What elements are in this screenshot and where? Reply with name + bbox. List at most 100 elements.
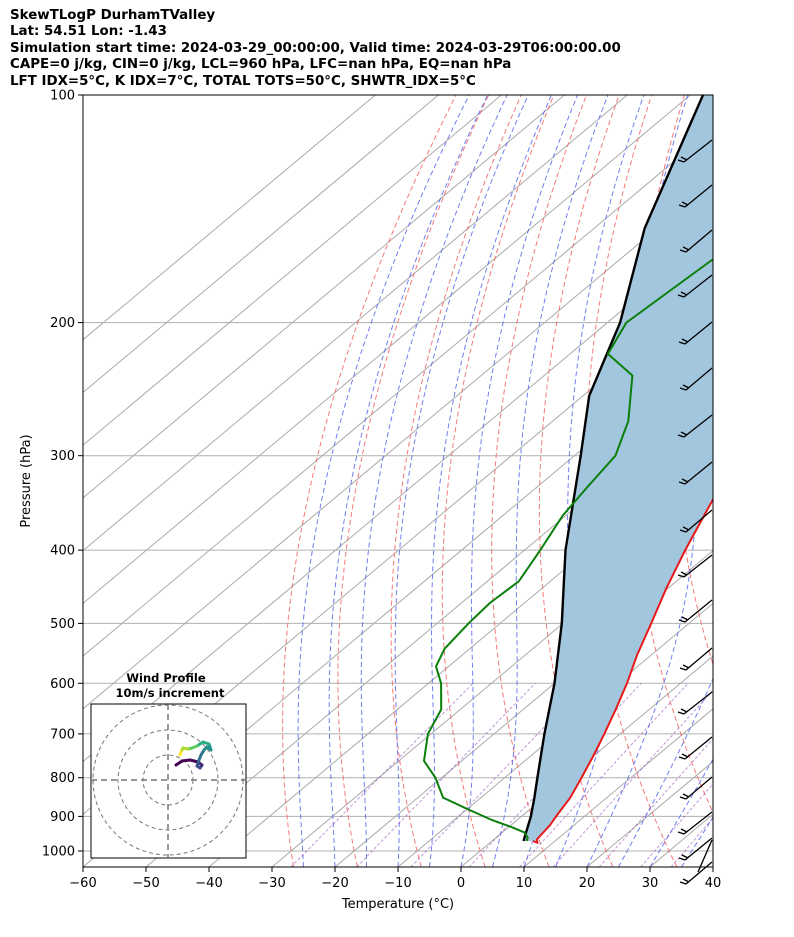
wind-barb-flag <box>682 878 690 883</box>
profile-lines <box>422 95 713 845</box>
station-location: Lat: 54.51 Lon: -1.43 <box>10 24 167 40</box>
wind-barb-flag <box>680 431 688 436</box>
moist-adiabat <box>618 677 713 867</box>
wind-barb-staff <box>685 861 713 885</box>
hodograph-trace <box>178 750 183 757</box>
wind-barb-flag <box>680 291 688 296</box>
moist-adiabat <box>586 230 713 867</box>
wind-barb-flag <box>680 156 688 161</box>
wind-barb-flag <box>678 619 686 623</box>
simulation-time: Simulation start time: 2024-03-29_00:00:… <box>10 40 621 56</box>
wind-barb-flag <box>681 854 689 859</box>
wind-barb-flag <box>677 434 685 438</box>
y-tick-label: 500 <box>50 617 75 632</box>
hodograph-inset: Wind Profile 10m/s increment <box>90 671 247 859</box>
mixing-ratio-line <box>519 682 689 867</box>
isotherm-line <box>83 95 565 499</box>
wind-barb-staff <box>683 691 713 715</box>
wind-barb-flag <box>678 341 686 345</box>
x-tick-label: 0 <box>457 876 465 891</box>
wind-barb-flag <box>677 159 685 163</box>
wind-barb-flag <box>677 711 685 715</box>
x-tick-label: −20 <box>321 876 348 891</box>
wind-barb-flag <box>680 708 688 713</box>
y-axis-label: Pressure (hPa) <box>19 434 34 527</box>
wind-barb-staff <box>685 776 713 800</box>
isotherm-line <box>712 866 713 867</box>
stability-indices: LFT IDX=5°C, K IDX=7°C, TOTAL TOTS=50°C,… <box>10 73 476 89</box>
wind-barb-flag <box>678 857 686 861</box>
y-tick-label: 200 <box>50 316 75 331</box>
y-tick-label: 900 <box>50 810 75 825</box>
y-tick-label: 1000 <box>42 844 75 859</box>
wind-barb-staff <box>684 321 713 345</box>
hodograph-title: Wind Profile <box>126 671 206 685</box>
y-tick-label: 300 <box>50 449 75 464</box>
wind-barb-flag <box>678 756 686 760</box>
wind-barb-staff <box>685 509 713 533</box>
wind-barb-staff <box>683 139 713 163</box>
isotherm-line <box>83 95 691 605</box>
wind-barb-flag <box>677 831 685 835</box>
mixing-ratio-line <box>598 738 713 867</box>
dewpoint-line <box>422 257 713 842</box>
wind-barb-flag <box>679 881 687 885</box>
dry-adiabat <box>715 95 794 867</box>
wind-barb-flag <box>682 526 690 531</box>
isotherm-line <box>83 95 376 341</box>
wind-barb-flag <box>681 478 689 483</box>
wind-barb-staff <box>685 367 713 391</box>
y-axis-ticks: 100 200 300 400 500 600 700 800 900 1000 <box>42 89 83 859</box>
moist-adiabat <box>429 95 552 867</box>
mixing-ratio-line <box>640 783 713 867</box>
wind-barb-flag <box>677 294 685 298</box>
wind-barb-flag <box>681 201 689 206</box>
moist-adiabat <box>297 95 470 867</box>
wind-barb-staff <box>684 184 713 208</box>
wind-barb-flag <box>677 574 685 578</box>
dry-adiabat <box>538 95 620 867</box>
x-tick-label: 20 <box>579 876 596 891</box>
chart-header: SkewTLogP DurhamTValley Lat: 54.51 Lon: … <box>10 8 621 90</box>
wind-barb-flag <box>680 828 688 833</box>
y-tick-label: 600 <box>50 677 75 692</box>
y-tick-label: 400 <box>50 544 75 559</box>
x-tick-label: −10 <box>384 876 411 891</box>
wind-barb-flag <box>680 571 688 576</box>
hodograph-subtitle: 10m/s increment <box>116 686 225 700</box>
wind-barb-staff <box>685 647 713 671</box>
x-tick-label: 30 <box>642 876 659 891</box>
x-tick-label: −60 <box>69 876 96 891</box>
parcel-profile-line <box>522 95 705 842</box>
isotherm-line <box>460 655 713 867</box>
dry-adiabat <box>756 95 794 867</box>
wind-barb-staff <box>684 736 713 760</box>
y-tick-label: 800 <box>50 771 75 786</box>
wind-barb-flag <box>679 796 687 800</box>
isotherm-line <box>83 95 502 446</box>
wind-barb-flag <box>679 667 687 671</box>
mixing-ratio-line <box>290 682 474 867</box>
x-tick-label: −50 <box>132 876 159 891</box>
convective-indices: CAPE=0 j/kg, CIN=0 j/kg, LCL=960 hPa, LF… <box>10 57 512 73</box>
mixing-ratio-line <box>356 682 536 867</box>
wind-barb-flag <box>682 246 690 251</box>
dry-adiabat <box>282 95 457 867</box>
wind-barb-flag <box>682 384 690 389</box>
wind-barb-staff <box>683 274 713 298</box>
x-axis-ticks: −60 −50 −40 −30 −20 −10 0 10 20 30 40 <box>69 867 721 891</box>
dry-adiabat <box>337 95 490 867</box>
wind-barbs <box>677 139 713 885</box>
dry-adiabat <box>390 95 522 867</box>
isotherm-line <box>83 95 439 394</box>
mixing-ratio-line <box>552 689 713 867</box>
wind-barb-flag <box>682 793 690 798</box>
x-tick-label: −40 <box>195 876 222 891</box>
wind-barb-flag <box>681 616 689 621</box>
wind-barb-staff <box>684 461 713 485</box>
cin-shading <box>523 95 713 843</box>
isotherm-line <box>271 497 713 867</box>
isotherm-line <box>83 128 713 657</box>
y-tick-label: 100 <box>50 89 75 104</box>
